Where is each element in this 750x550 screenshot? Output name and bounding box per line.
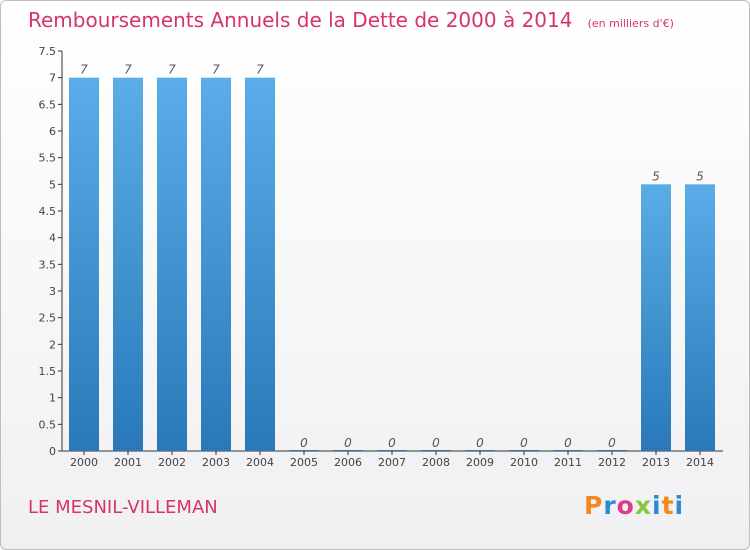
bar (201, 77, 231, 452)
logo-letter: r (603, 491, 617, 520)
bar-value-label: 0 (432, 436, 440, 450)
y-tick-label: 5 (49, 178, 56, 191)
bar-value-label: 0 (344, 436, 352, 450)
bar-value-label: 0 (300, 436, 308, 450)
x-tick-label: 2008 (422, 456, 450, 469)
x-tick-label: 2013 (642, 456, 670, 469)
y-tick-label: 4 (49, 232, 56, 245)
bar-value-label: 7 (80, 63, 88, 77)
bar (245, 77, 275, 452)
chart-title: Remboursements Annuels de la Dette de 20… (28, 8, 573, 32)
bar-value-label: 0 (520, 436, 528, 450)
x-tick-label: 2009 (466, 456, 494, 469)
commune-name: LE MESNIL-VILLEMAN (28, 497, 218, 518)
logo-letter: o (616, 491, 635, 520)
bar (69, 77, 99, 452)
bar-value-label: 7 (124, 63, 132, 77)
bar-value-label: 7 (168, 63, 176, 77)
bar (685, 184, 715, 452)
x-tick-label: 2014 (686, 456, 714, 469)
bar-value-label: 5 (696, 169, 704, 183)
bar-value-label: 0 (476, 436, 484, 450)
bar (113, 77, 143, 452)
x-tick-label: 2002 (158, 456, 186, 469)
logo-letter: P (584, 491, 604, 520)
y-tick-label: 3 (49, 285, 56, 298)
logo-letter: i (674, 491, 685, 520)
x-tick-label: 2005 (290, 456, 318, 469)
x-tick-label: 2000 (70, 456, 98, 469)
x-tick-label: 2012 (598, 456, 626, 469)
y-tick-label: 0.5 (39, 418, 57, 431)
x-tick-label: 2010 (510, 456, 538, 469)
logo-letter: i (652, 491, 662, 520)
bar (157, 77, 187, 452)
x-tick-label: 2001 (114, 456, 142, 469)
y-tick-label: 6.5 (39, 98, 57, 111)
y-tick-label: 2 (49, 338, 56, 351)
bar-value-label: 0 (564, 436, 572, 450)
bar-value-label: 0 (608, 436, 616, 450)
x-tick-label: 2004 (246, 456, 274, 469)
proxiti-logo: Proxiti (584, 491, 684, 520)
chart-title-block: Remboursements Annuels de la Dette de 20… (28, 8, 674, 32)
bar (641, 184, 671, 452)
chart-unit: (en milliers d'€) (587, 17, 674, 30)
y-tick-label: 0 (49, 445, 56, 458)
y-tick-label: 7 (49, 72, 56, 85)
y-tick-label: 7.5 (39, 45, 57, 58)
y-tick-label: 2.5 (39, 312, 57, 325)
y-tick-label: 4.5 (39, 205, 57, 218)
y-tick-label: 1.5 (39, 365, 57, 378)
bar-value-label: 5 (652, 169, 660, 183)
x-tick-label: 2003 (202, 456, 230, 469)
logo-letter: t (661, 491, 675, 520)
y-tick-label: 3.5 (39, 258, 57, 271)
x-tick-label: 2007 (378, 456, 406, 469)
y-tick-label: 6 (49, 125, 56, 138)
bar-value-label: 7 (256, 63, 264, 77)
bar-value-label: 0 (388, 436, 396, 450)
bar-value-label: 7 (212, 63, 220, 77)
y-tick-label: 5.5 (39, 152, 57, 165)
x-tick-label: 2011 (554, 456, 582, 469)
y-tick-label: 1 (49, 392, 56, 405)
x-tick-label: 2006 (334, 456, 362, 469)
logo-letter: x (634, 491, 652, 520)
